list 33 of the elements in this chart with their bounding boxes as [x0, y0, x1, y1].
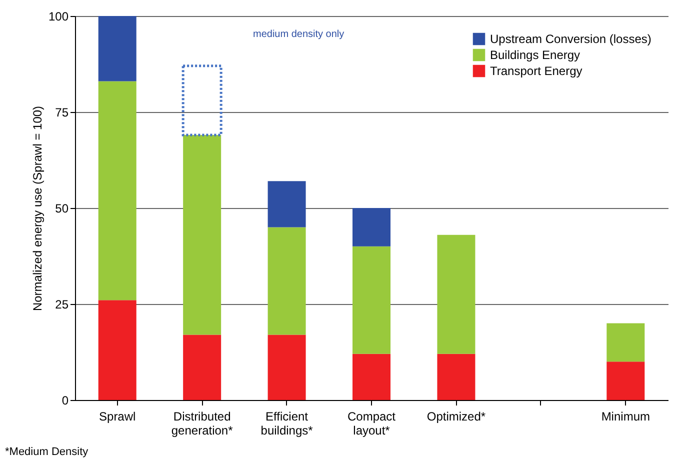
bar [98, 16, 136, 82]
legend-label: Transport Energy [490, 64, 582, 78]
bar [183, 135, 222, 335]
bar [437, 354, 476, 400]
y-tick-label: 50 [55, 202, 69, 216]
bar [352, 208, 390, 246]
bar [437, 234, 476, 354]
bar [98, 81, 136, 300]
x-tick-label: Distributed generation* [171, 410, 234, 438]
x-tick-label: Sprawl [99, 410, 136, 424]
y-tick-label: 100 [48, 10, 69, 24]
bar [606, 362, 645, 400]
annotation: medium density only [253, 29, 344, 40]
x-tick-label: Efficient buildings* [260, 410, 314, 438]
bar [183, 334, 222, 400]
y-tick-label: 25 [55, 298, 69, 312]
x-tick-label: Minimum [601, 410, 650, 424]
bar [606, 323, 645, 362]
bar [268, 181, 306, 228]
bar [268, 227, 306, 335]
y-tick-label: 75 [55, 106, 69, 120]
bar [182, 64, 222, 136]
y-axis-title: Normalized energy use (Sprawl = 100) [30, 106, 44, 312]
x-tick-label: Compact layout* [347, 410, 396, 438]
legend-label: Buildings Energy [490, 48, 580, 62]
bar [268, 334, 306, 400]
bar [352, 354, 390, 400]
y-tick-label: 0 [62, 394, 69, 408]
text: *Medium Density [5, 446, 89, 458]
x-tick-label: Optimized* [426, 410, 486, 424]
bar [352, 246, 390, 354]
bar [98, 300, 136, 400]
legend-label: Upstream Conversion (losses) [490, 32, 652, 46]
